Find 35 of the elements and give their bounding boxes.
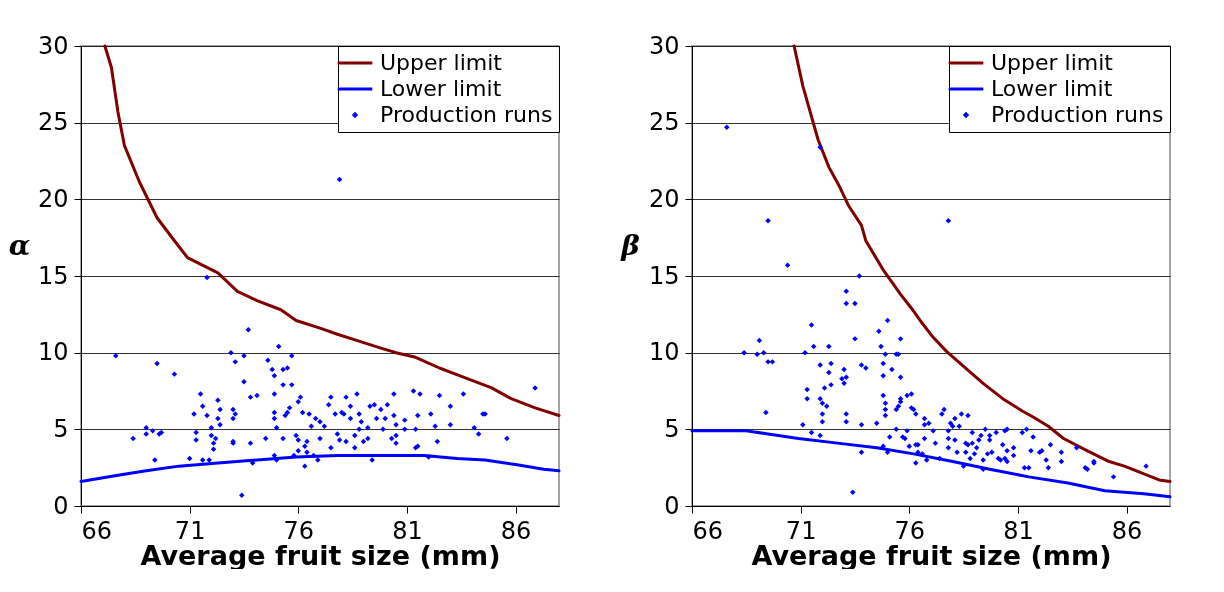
y-tick-label: 25 bbox=[648, 108, 680, 137]
y-tick-label: 10 bbox=[648, 338, 680, 367]
y-tick-label: 15 bbox=[648, 261, 680, 290]
x-tick-label: 81 bbox=[392, 516, 423, 545]
x-tick-label: 66 bbox=[81, 516, 113, 545]
x-tick-label: 81 bbox=[1003, 516, 1034, 545]
y-axis-title: β bbox=[620, 228, 641, 262]
y-tick-label: 5 bbox=[664, 414, 680, 443]
y-tick-label: 30 bbox=[648, 31, 680, 60]
y-tick-label: 20 bbox=[648, 184, 680, 213]
y-tick-label: 20 bbox=[37, 184, 69, 213]
x-tick-label: 76 bbox=[283, 516, 315, 545]
y-tick-label: 10 bbox=[37, 338, 69, 367]
x-tick-label: 71 bbox=[785, 516, 817, 545]
y-tick-label: 5 bbox=[53, 414, 69, 443]
legend-label: Upper limit bbox=[380, 50, 503, 75]
y-tick-label: 0 bbox=[664, 491, 680, 520]
y-tick-label: 15 bbox=[37, 261, 69, 290]
x-tick-label: 71 bbox=[174, 516, 206, 545]
line-series bbox=[79, 453, 561, 483]
y-tick-label: 30 bbox=[37, 31, 69, 60]
x-tick-label: 86 bbox=[500, 516, 532, 545]
x-tick-label: 66 bbox=[692, 516, 724, 545]
legend-label: Production runs bbox=[991, 102, 1164, 127]
y-tick-label: 25 bbox=[37, 108, 69, 137]
line-series bbox=[792, 44, 1172, 483]
legend-label: Upper limit bbox=[991, 50, 1114, 75]
legend-label: Lower limit bbox=[380, 76, 502, 101]
y-tick-label: 0 bbox=[53, 491, 69, 520]
x-tick-label: 76 bbox=[894, 516, 926, 545]
x-tick-label: 86 bbox=[1111, 516, 1143, 545]
legend-label: Lower limit bbox=[991, 76, 1113, 101]
y-axis-title: α bbox=[8, 228, 31, 262]
line-series bbox=[103, 44, 561, 418]
legend-label: Production runs bbox=[380, 102, 553, 127]
